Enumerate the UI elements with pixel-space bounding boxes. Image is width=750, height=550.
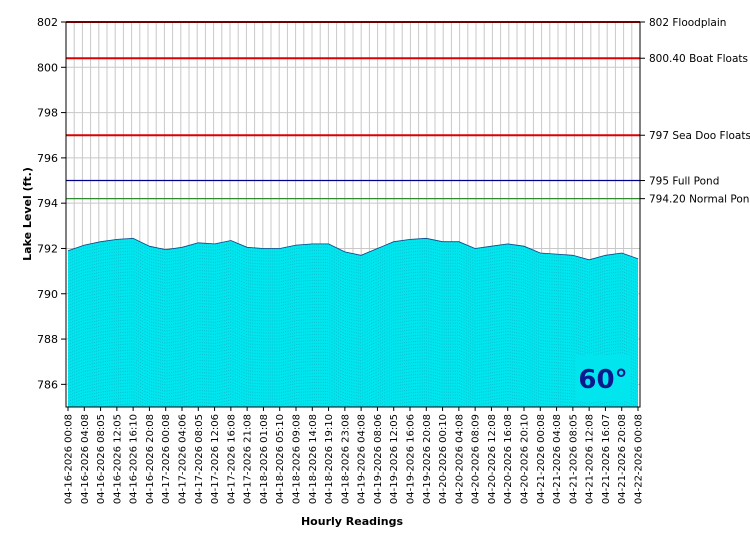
x-tick-label: 04-17-2026 21:08 xyxy=(243,414,254,504)
y-tick-label: 792 xyxy=(37,242,58,255)
y-axis-title: Lake Level (ft.) xyxy=(21,167,34,261)
x-tick-label: 04-21-2026 00:08 xyxy=(536,414,547,504)
x-tick-label: 04-21-2026 08:05 xyxy=(568,414,579,504)
x-tick-label: 04-16-2026 12:05 xyxy=(112,414,123,504)
y-tick-label: 788 xyxy=(37,333,58,346)
lake-level-line xyxy=(67,237,639,261)
x-tick-label: 04-20-2026 12:08 xyxy=(487,414,498,504)
reference-label: 795 Full Pond xyxy=(649,176,719,188)
y-tick-label: 802 xyxy=(37,16,58,29)
x-tick-label: 04-18-2026 23:08 xyxy=(340,414,351,504)
reference-label: 797 Sea Doo Floats xyxy=(649,130,750,142)
x-tick-label: 04-16-2026 16:10 xyxy=(129,414,140,504)
x-tick-label: 04-21-2026 12:08 xyxy=(585,414,596,504)
y-tick-label: 786 xyxy=(37,378,58,391)
x-tick-label: 04-19-2026 08:06 xyxy=(373,414,384,504)
x-tick-label: 04-18-2026 09:08 xyxy=(292,414,303,504)
x-tick-label: 04-20-2026 04:08 xyxy=(454,414,465,504)
x-tick-label: 04-20-2026 00:10 xyxy=(438,414,449,504)
reference-label: 794.20 Normal Pond xyxy=(649,194,750,206)
x-tick-label: 04-19-2026 12:05 xyxy=(389,414,400,504)
temperature-badge-bg xyxy=(576,355,630,401)
x-axis-title: Hourly Readings xyxy=(301,515,403,528)
y-tick-label: 800 xyxy=(37,61,58,74)
x-tick-label: 04-20-2026 16:08 xyxy=(503,414,514,504)
x-tick-label: 04-18-2026 14:08 xyxy=(308,414,319,504)
x-tick-label: 04-18-2026 05:10 xyxy=(275,414,286,504)
x-tick-label: 04-19-2026 04:08 xyxy=(357,414,368,504)
x-tick-label: 04-16-2026 00:08 xyxy=(64,414,75,504)
x-tick-label: 04-16-2026 08:05 xyxy=(96,414,107,504)
reference-label: 800.40 Boat Floats xyxy=(649,53,748,65)
x-tick-label: 04-19-2026 16:06 xyxy=(406,414,417,504)
x-tick-label: 04-20-2026 20:10 xyxy=(520,414,531,504)
x-tick-label: 04-16-2026 20:08 xyxy=(145,414,156,504)
x-tick-label: 04-21-2026 04:08 xyxy=(552,414,563,504)
lake-level-area xyxy=(68,238,638,407)
x-tick-label: 04-21-2026 16:07 xyxy=(601,414,612,504)
x-tick-label: 04-17-2026 08:05 xyxy=(194,414,205,504)
area-series xyxy=(67,237,639,407)
y-tick-label: 794 xyxy=(37,197,58,210)
x-tick-label: 04-21-2026 20:08 xyxy=(617,414,628,504)
x-tick-label: 04-19-2026 20:08 xyxy=(422,414,433,504)
temperature-value: 60° xyxy=(578,365,627,395)
temperature-badge: 60° xyxy=(576,355,630,401)
x-tick-label: 04-22-2026 00:08 xyxy=(634,414,645,504)
x-tick-label: 04-17-2026 00:08 xyxy=(161,414,172,504)
reference-label: 802 Floodplain xyxy=(649,17,726,29)
x-tick-label: 04-20-2026 08:09 xyxy=(471,414,482,504)
y-tick-label: 790 xyxy=(37,288,58,301)
reference-lines: 802 Floodplain 800.40 Boat Floats 797 Sea … xyxy=(66,17,750,206)
y-axis: 786 788 790 792 794 796 798 800 802 xyxy=(37,16,66,391)
x-tick-label: 04-18-2026 19:10 xyxy=(324,414,335,504)
y-tick-label: 798 xyxy=(37,107,58,120)
x-tick-label: 04-17-2026 12:06 xyxy=(210,414,221,504)
plot-border xyxy=(65,21,641,408)
x-tick-label: 04-17-2026 16:08 xyxy=(226,414,237,504)
y-tick-label: 796 xyxy=(37,152,58,165)
x-axis: 04-16-2026 00:08 04-16-2026 04:08 04-16-20… xyxy=(64,407,645,504)
x-tick-label: 04-16-2026 04:08 xyxy=(80,414,91,504)
x-tick-label: 04-18-2026 01:08 xyxy=(259,414,270,504)
x-tick-label: 04-17-2026 04:06 xyxy=(178,414,189,504)
